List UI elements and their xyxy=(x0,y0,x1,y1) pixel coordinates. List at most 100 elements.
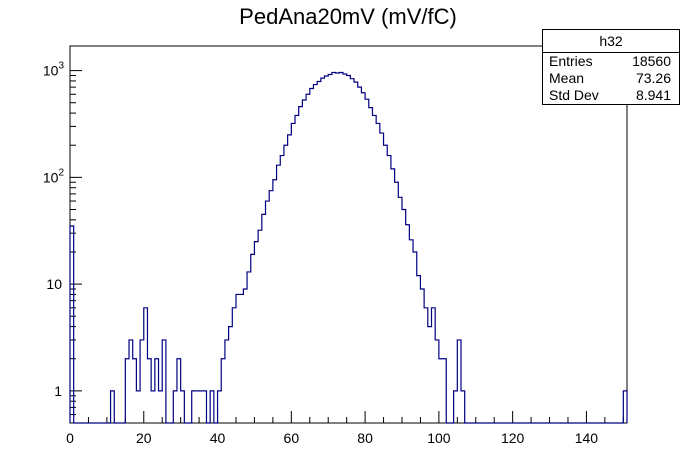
y-tick-label: 103 xyxy=(43,61,65,79)
histogram-bin xyxy=(350,79,354,423)
histogram-bin xyxy=(173,391,177,423)
x-tick-label: 0 xyxy=(66,430,74,446)
histogram-bin xyxy=(461,391,465,423)
histogram-bin xyxy=(406,225,410,423)
histogram-bin xyxy=(409,240,413,423)
histogram-bin xyxy=(218,391,222,423)
histogram-bin xyxy=(376,123,380,423)
stats-label-stddev: Std Dev xyxy=(549,87,599,103)
histogram-bin xyxy=(236,294,240,423)
histogram-bin xyxy=(203,391,207,423)
histogram-bin xyxy=(133,359,137,423)
histogram-outline xyxy=(69,71,628,424)
histogram-bin xyxy=(310,88,314,423)
histogram-bin xyxy=(147,359,151,423)
histogram-bin xyxy=(347,75,351,423)
y-tick-label: 102 xyxy=(43,167,65,185)
histogram-bin xyxy=(387,156,391,423)
histogram-bin xyxy=(221,359,225,423)
stats-value-mean: 73.26 xyxy=(635,70,671,86)
histogram-bin xyxy=(136,391,140,423)
histogram-bin xyxy=(325,76,329,423)
histogram-bin xyxy=(457,340,461,423)
histogram-bin xyxy=(302,100,306,423)
histogram-bin xyxy=(428,327,432,423)
histogram-bin xyxy=(254,242,258,423)
histogram-bin xyxy=(398,197,402,423)
histogram-bin xyxy=(395,182,399,423)
stats-row-mean: Mean 73.26 xyxy=(543,70,679,87)
histogram-bin xyxy=(306,94,310,423)
histogram-bin xyxy=(321,78,325,423)
x-tick-label: 40 xyxy=(210,430,226,446)
x-tick-label: 100 xyxy=(427,430,451,446)
histogram-bin xyxy=(313,85,317,423)
histogram-bin xyxy=(243,289,247,423)
histogram-bin xyxy=(277,165,281,423)
histogram-bin xyxy=(273,180,277,423)
histogram-bin xyxy=(372,115,376,423)
histogram-bin xyxy=(210,391,214,423)
histogram-bin xyxy=(454,391,458,423)
histogram-bin xyxy=(155,359,159,423)
histogram-bin xyxy=(129,340,133,423)
histogram-bin xyxy=(284,145,288,423)
histogram-bin xyxy=(162,340,166,423)
stats-label-entries: Entries xyxy=(549,53,593,69)
histogram-bin xyxy=(328,74,332,423)
histogram-bin xyxy=(317,82,321,423)
histogram-bin xyxy=(358,87,362,423)
histogram-bin xyxy=(229,327,233,423)
histogram-bin xyxy=(365,99,369,423)
histogram-bin xyxy=(247,272,251,423)
histogram-bin xyxy=(439,359,443,423)
histogram-bin xyxy=(111,391,115,423)
histogram-bin xyxy=(262,214,266,423)
histogram-bin xyxy=(288,135,292,423)
histogram-bin xyxy=(384,145,388,423)
histogram-bin xyxy=(140,340,144,423)
histogram-bin xyxy=(177,359,181,423)
histogram-bin xyxy=(380,133,384,423)
histogram-bin xyxy=(332,72,336,423)
histogram-bin xyxy=(435,340,439,423)
histogram-bin xyxy=(251,254,255,423)
histogram-bin xyxy=(151,391,155,423)
histogram-bin xyxy=(354,82,358,423)
histogram-bin xyxy=(181,391,185,423)
y-tick-label: 1 xyxy=(54,383,62,399)
histogram-bin xyxy=(420,289,424,423)
x-tick-label: 120 xyxy=(501,430,525,446)
histogram-bin xyxy=(159,391,163,423)
histogram-bins xyxy=(69,71,628,424)
histogram-bin xyxy=(280,156,284,423)
stats-label-mean: Mean xyxy=(549,70,585,86)
histogram-bin xyxy=(369,108,373,423)
histogram-bin xyxy=(269,191,273,423)
histogram-bin xyxy=(402,209,406,423)
y-tick-label: 10 xyxy=(46,276,62,292)
x-tick-label: 80 xyxy=(357,430,373,446)
stats-box: h32 Entries 18560 Mean 73.26 Std Dev 8.9… xyxy=(542,29,680,105)
histogram-bin xyxy=(299,107,303,423)
histogram-bin xyxy=(339,72,343,423)
histogram-bin xyxy=(240,294,244,423)
histogram-bin xyxy=(431,308,435,423)
stats-header: h32 xyxy=(543,30,679,53)
histogram-bin xyxy=(443,359,447,423)
histogram-bin xyxy=(266,201,270,423)
x-tick-label: 20 xyxy=(136,430,152,446)
histogram-bin xyxy=(291,123,295,423)
histogram-bin xyxy=(258,230,262,423)
plot-title: PedAna20mV (mV/fC) xyxy=(239,4,457,29)
histogram-bin xyxy=(336,73,340,423)
histogram-bin xyxy=(424,308,428,423)
stats-value-stddev: 8.941 xyxy=(635,87,671,103)
histogram-bin xyxy=(144,308,148,423)
x-tick-label: 60 xyxy=(284,430,300,446)
histogram-bin xyxy=(225,340,229,423)
histogram-bin xyxy=(623,391,627,423)
histogram-bin xyxy=(413,252,417,423)
